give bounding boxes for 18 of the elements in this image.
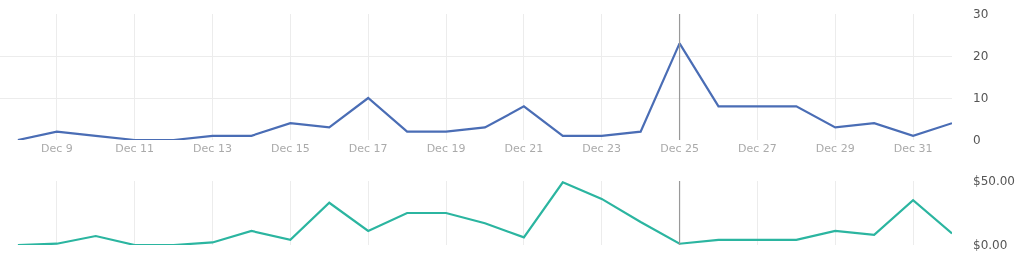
- x-tick-label: Dec 17: [348, 142, 388, 155]
- x-tick-label: Dec 19: [426, 142, 466, 155]
- x-tick-label: Dec 29: [815, 142, 855, 155]
- x-tick-label: Dec 13: [193, 142, 232, 155]
- y-tick-label: $0.00: [973, 238, 1008, 253]
- x-tick-label: Dec 23: [582, 142, 622, 155]
- y-tick-label: $50.00: [973, 174, 1015, 189]
- x-tick-label: Dec 9: [40, 142, 73, 155]
- x-tick-label: Dec 27: [738, 142, 777, 155]
- x-tick-label: Dec 11: [115, 142, 155, 155]
- y-tick-label: 20: [973, 49, 989, 64]
- x-tick-label: Dec 31: [893, 142, 933, 155]
- y-tick-label: 0: [973, 133, 981, 148]
- x-tick-label: Dec 21: [504, 142, 544, 155]
- x-tick-label: Dec 25: [660, 142, 699, 155]
- y-tick-label: 10: [973, 91, 989, 106]
- y-tick-label: 30: [973, 7, 989, 22]
- x-tick-label: Dec 15: [270, 142, 310, 155]
